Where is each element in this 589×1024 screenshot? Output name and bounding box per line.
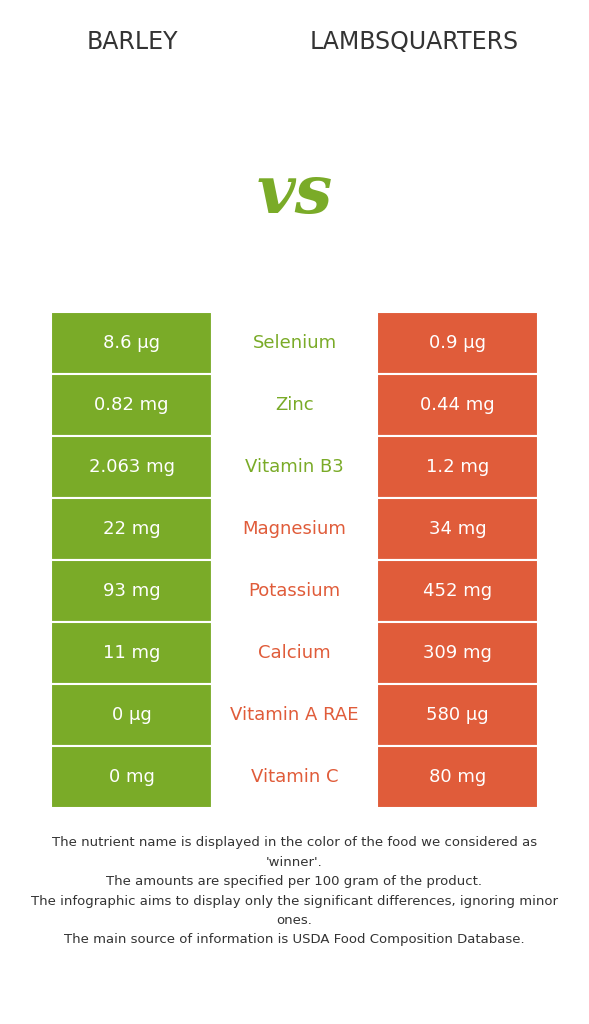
Bar <box>211 746 377 808</box>
Text: Vitamin A RAE: Vitamin A RAE <box>230 706 359 724</box>
Text: Vitamin B3: Vitamin B3 <box>245 458 344 476</box>
Text: 80 mg: 80 mg <box>429 768 487 786</box>
Text: Selenium: Selenium <box>252 334 336 352</box>
Bar <box>377 498 538 560</box>
Bar <box>377 684 538 746</box>
Text: vs: vs <box>256 163 333 227</box>
Text: The nutrient name is displayed in the color of the food we considered as
'winner: The nutrient name is displayed in the co… <box>31 836 558 946</box>
Bar <box>211 622 377 684</box>
Bar <box>377 622 538 684</box>
Bar <box>51 746 211 808</box>
Bar <box>211 498 377 560</box>
Text: LAMBSQUARTERS: LAMBSQUARTERS <box>310 30 519 54</box>
Bar <box>377 374 538 436</box>
Text: 34 mg: 34 mg <box>429 520 487 538</box>
Bar <box>377 560 538 622</box>
Text: 1.2 mg: 1.2 mg <box>426 458 489 476</box>
Bar <box>377 312 538 374</box>
Text: 22 mg: 22 mg <box>103 520 160 538</box>
Text: 580 μg: 580 μg <box>426 706 489 724</box>
Bar <box>51 622 211 684</box>
Text: Calcium: Calcium <box>258 644 331 662</box>
Bar <box>51 498 211 560</box>
Bar <box>51 312 211 374</box>
Text: 0.82 mg: 0.82 mg <box>94 396 169 414</box>
Bar <box>211 312 377 374</box>
Text: Vitamin C: Vitamin C <box>251 768 338 786</box>
Bar <box>211 684 377 746</box>
Text: 0 mg: 0 mg <box>108 768 154 786</box>
Text: 2.063 mg: 2.063 mg <box>88 458 174 476</box>
Text: 0.44 mg: 0.44 mg <box>421 396 495 414</box>
Bar <box>377 436 538 498</box>
Bar <box>51 436 211 498</box>
Text: 8.6 μg: 8.6 μg <box>103 334 160 352</box>
Bar <box>377 746 538 808</box>
Text: BARLEY: BARLEY <box>87 30 178 54</box>
Text: 0.9 μg: 0.9 μg <box>429 334 487 352</box>
Text: 0 μg: 0 μg <box>112 706 151 724</box>
Text: 309 mg: 309 mg <box>423 644 492 662</box>
Bar <box>51 560 211 622</box>
Bar <box>51 374 211 436</box>
Text: 93 mg: 93 mg <box>103 582 160 600</box>
Text: Magnesium: Magnesium <box>243 520 346 538</box>
Bar <box>211 374 377 436</box>
Text: 452 mg: 452 mg <box>423 582 492 600</box>
Bar <box>51 684 211 746</box>
Text: 11 mg: 11 mg <box>103 644 160 662</box>
Text: Potassium: Potassium <box>249 582 340 600</box>
Text: Zinc: Zinc <box>275 396 314 414</box>
Bar <box>211 560 377 622</box>
Bar <box>211 436 377 498</box>
